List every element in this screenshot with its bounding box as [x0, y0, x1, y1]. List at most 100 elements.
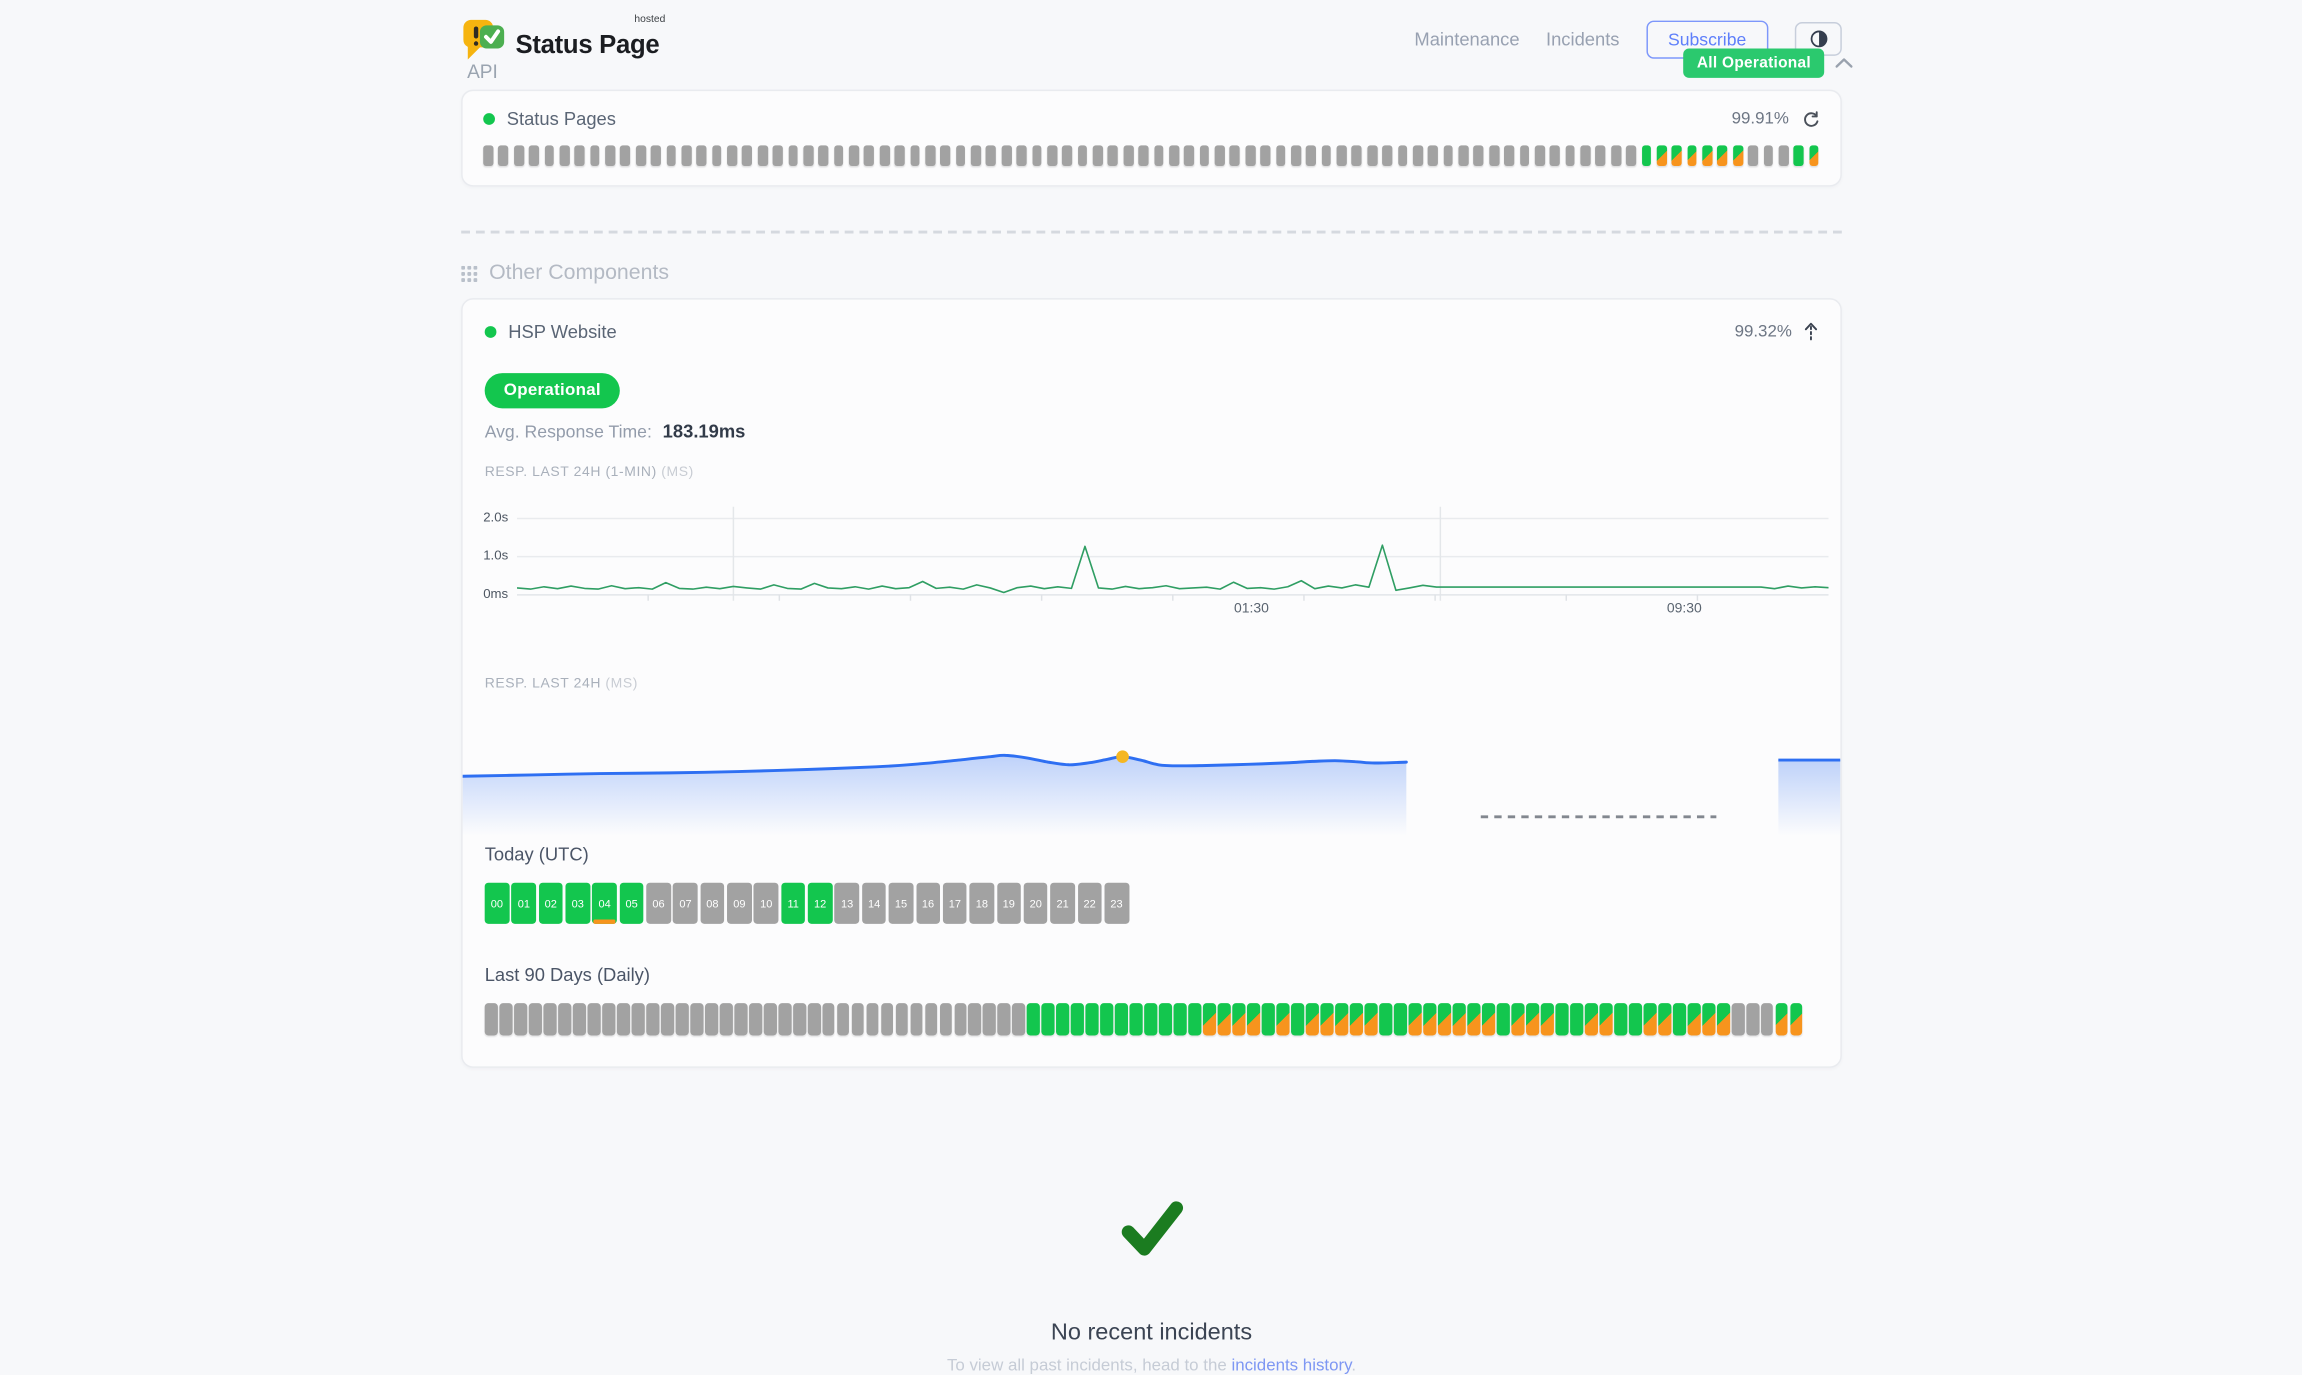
uptime-bar[interactable]	[787, 145, 798, 166]
uptime-bar[interactable]	[757, 145, 768, 166]
day-block[interactable]	[1672, 1003, 1686, 1036]
day-block[interactable]	[1789, 1003, 1803, 1036]
day-block[interactable]	[587, 1003, 601, 1036]
day-block[interactable]	[1173, 1003, 1187, 1036]
uptime-bar[interactable]	[1519, 145, 1530, 166]
day-block[interactable]	[1643, 1003, 1657, 1036]
hour-block[interactable]: 18	[969, 882, 995, 924]
hour-block[interactable]: 17	[942, 882, 968, 924]
day-block[interactable]	[1203, 1003, 1217, 1036]
uptime-bar[interactable]	[1717, 145, 1728, 166]
day-block[interactable]	[763, 1003, 777, 1036]
uptime-bar[interactable]	[1412, 145, 1423, 166]
day-block[interactable]	[1320, 1003, 1334, 1036]
hour-block[interactable]: 16	[915, 882, 941, 924]
uptime-bar[interactable]	[1565, 145, 1576, 166]
hour-block[interactable]: 10	[754, 882, 779, 924]
hour-block[interactable]: 08	[700, 882, 725, 924]
hour-block[interactable]: 12	[807, 882, 833, 924]
day-block[interactable]	[777, 1003, 791, 1036]
day-block[interactable]	[704, 1003, 718, 1036]
day-block[interactable]	[484, 1003, 498, 1036]
uptime-bar[interactable]	[574, 145, 585, 166]
day-block[interactable]	[528, 1003, 542, 1036]
day-block[interactable]	[821, 1003, 835, 1036]
hour-block[interactable]: 20	[1023, 882, 1048, 924]
day-block[interactable]	[1775, 1003, 1789, 1036]
hour-block[interactable]: 13	[834, 882, 860, 924]
uptime-bar[interactable]	[1641, 145, 1652, 166]
day-block[interactable]	[631, 1003, 645, 1036]
day-block[interactable]	[1188, 1003, 1202, 1036]
day-block[interactable]	[1452, 1003, 1466, 1036]
uptime-bar[interactable]	[1382, 145, 1393, 166]
uptime-bar[interactable]	[1047, 145, 1057, 166]
uptime-bar[interactable]	[1138, 145, 1149, 166]
day-block[interactable]	[1613, 1003, 1627, 1036]
day-block[interactable]	[1628, 1003, 1642, 1036]
day-block[interactable]	[939, 1003, 953, 1036]
uptime-bar[interactable]	[879, 145, 890, 166]
uptime-bar[interactable]	[1306, 145, 1317, 166]
uptime-bar[interactable]	[925, 145, 936, 166]
day-block[interactable]	[1760, 1003, 1774, 1036]
day-block[interactable]	[675, 1003, 689, 1036]
day-block[interactable]	[1291, 1003, 1305, 1036]
day-block[interactable]	[1027, 1003, 1041, 1036]
day-block[interactable]	[865, 1003, 879, 1036]
uptime-bar[interactable]	[681, 145, 692, 166]
uptime-bar[interactable]	[696, 145, 707, 166]
uptime-bar[interactable]	[1062, 145, 1073, 166]
brand[interactable]: hosted Status Page	[461, 14, 665, 61]
uptime-bar[interactable]	[1595, 145, 1606, 166]
uptime-bar[interactable]	[666, 145, 677, 166]
day-block[interactable]	[1349, 1003, 1363, 1036]
day-block[interactable]	[1159, 1003, 1173, 1036]
day-block[interactable]	[1481, 1003, 1495, 1036]
uptime-bar[interactable]	[1123, 145, 1134, 166]
day-block[interactable]	[543, 1003, 557, 1036]
uptime-bar[interactable]	[1336, 145, 1347, 166]
day-block[interactable]	[1511, 1003, 1525, 1036]
day-block[interactable]	[1379, 1003, 1393, 1036]
uptime-bar[interactable]	[635, 145, 646, 166]
day-block[interactable]	[1012, 1003, 1026, 1036]
uptime-bar[interactable]	[650, 145, 661, 166]
day-block[interactable]	[1305, 1003, 1319, 1036]
day-block[interactable]	[1423, 1003, 1437, 1036]
collapse-arrow-icon[interactable]	[1804, 320, 1819, 344]
uptime-bar[interactable]	[1214, 145, 1225, 166]
uptime-bar[interactable]	[833, 145, 844, 166]
day-block[interactable]	[1100, 1003, 1114, 1036]
day-block[interactable]	[807, 1003, 821, 1036]
day-block[interactable]	[499, 1003, 513, 1036]
uptime-bar[interactable]	[1427, 145, 1438, 166]
nav-incidents[interactable]: Incidents	[1545, 28, 1620, 50]
uptime-bar[interactable]	[864, 145, 875, 166]
hour-block[interactable]: 14	[861, 882, 887, 924]
hour-block[interactable]: 23	[1104, 882, 1129, 924]
day-block[interactable]	[1085, 1003, 1099, 1036]
uptime-bar[interactable]	[803, 145, 814, 166]
uptime-bar[interactable]	[1687, 145, 1698, 166]
uptime-bar[interactable]	[1153, 145, 1164, 166]
day-block[interactable]	[1056, 1003, 1070, 1036]
uptime-bar[interactable]	[559, 145, 570, 166]
day-block[interactable]	[1261, 1003, 1275, 1036]
hour-block[interactable]: 07	[673, 882, 698, 924]
uptime-bar[interactable]	[1732, 145, 1743, 166]
uptime-bar[interactable]	[1001, 145, 1012, 166]
day-block[interactable]	[1232, 1003, 1246, 1036]
uptime-bar[interactable]	[1793, 145, 1804, 166]
day-block[interactable]	[880, 1003, 894, 1036]
day-block[interactable]	[851, 1003, 865, 1036]
uptime-bar[interactable]	[1549, 145, 1560, 166]
uptime-bar[interactable]	[513, 145, 524, 166]
uptime-bar[interactable]	[818, 145, 829, 166]
chevron-up-icon[interactable]	[1834, 57, 1853, 69]
uptime-bar[interactable]	[1107, 145, 1118, 166]
uptime-bar[interactable]	[1504, 145, 1515, 166]
uptime-bar[interactable]	[498, 145, 509, 166]
day-block[interactable]	[1071, 1003, 1085, 1036]
uptime-bar[interactable]	[483, 145, 494, 166]
